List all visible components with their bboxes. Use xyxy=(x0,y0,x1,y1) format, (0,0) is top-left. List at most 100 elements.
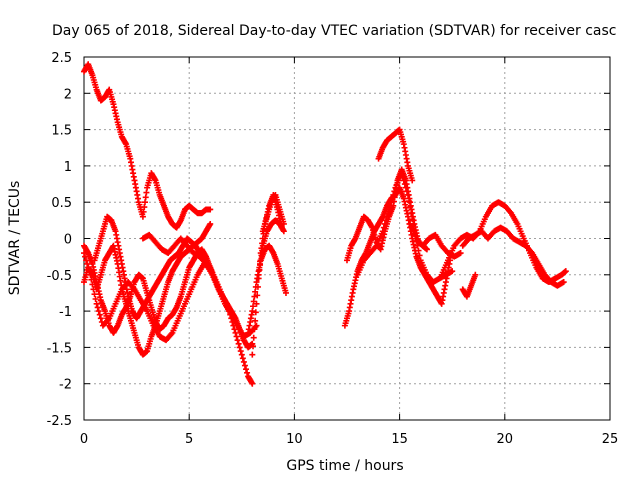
data-point xyxy=(251,326,258,333)
y-tick-label: -0.5 xyxy=(47,269,72,284)
data-point xyxy=(399,173,406,180)
y-tick-label: -2 xyxy=(59,378,72,393)
data-point xyxy=(231,326,238,333)
data-point xyxy=(252,317,259,324)
axis-ticks: 0 5 10 15 20 25 2.5 2 1.5 1 0.5 0 -0.5 -1 -1.5 -2 -2.5 xyxy=(47,51,619,447)
data-point xyxy=(415,247,422,254)
data-point xyxy=(385,210,392,217)
data-point xyxy=(253,322,260,329)
data-point xyxy=(379,228,386,235)
series-track-17 xyxy=(459,224,567,289)
data-point xyxy=(405,191,412,198)
data-point xyxy=(244,369,251,376)
series-track-6 xyxy=(139,231,260,340)
data-point xyxy=(254,292,261,299)
data-point xyxy=(93,300,100,307)
data-point xyxy=(237,348,244,355)
data-point xyxy=(472,271,479,278)
x-tick-label: 0 xyxy=(80,432,88,447)
data-point xyxy=(409,177,416,184)
data-point xyxy=(241,362,248,369)
data-point xyxy=(233,333,240,340)
data-point xyxy=(249,380,256,387)
data-point xyxy=(252,309,259,316)
series-track-3 xyxy=(81,250,256,387)
y-tick-label: -1 xyxy=(59,305,72,320)
y-tick-label: -2.5 xyxy=(47,414,72,429)
data-point xyxy=(389,195,396,202)
series-track-5 xyxy=(91,213,207,322)
y-tick-label: 1.5 xyxy=(51,124,72,139)
data-point xyxy=(282,289,289,296)
data-point xyxy=(380,224,387,231)
data-point xyxy=(95,308,102,315)
data-point xyxy=(97,315,104,322)
data-point xyxy=(86,268,93,275)
data-point xyxy=(280,228,287,235)
series-track-13 xyxy=(354,170,456,286)
data-point xyxy=(207,206,214,213)
data-point xyxy=(240,358,247,365)
data-point xyxy=(238,351,245,358)
series-track-1 xyxy=(81,61,214,231)
data-point xyxy=(236,344,243,351)
data-point xyxy=(383,213,390,220)
data-point xyxy=(243,366,250,373)
data-point xyxy=(388,199,395,206)
data-point xyxy=(239,355,246,362)
data-point xyxy=(96,311,103,318)
data-point xyxy=(407,204,414,211)
data-point xyxy=(207,220,214,227)
x-tick-label: 5 xyxy=(185,432,193,447)
data-point xyxy=(90,286,97,293)
data-point xyxy=(414,242,421,249)
data-point xyxy=(234,337,241,344)
data-points xyxy=(81,61,569,387)
x-axis-label: GPS time / hours xyxy=(286,458,403,474)
series-track-14 xyxy=(375,126,416,184)
data-point xyxy=(250,334,257,341)
data-point xyxy=(406,197,413,204)
x-tick-label: 20 xyxy=(497,432,514,447)
data-point xyxy=(84,260,91,267)
data-point xyxy=(391,188,398,195)
data-point xyxy=(386,206,393,213)
data-point xyxy=(390,191,397,198)
data-point xyxy=(249,351,256,358)
data-point xyxy=(232,329,239,336)
data-point xyxy=(457,250,464,257)
data-point xyxy=(416,252,423,259)
y-tick-label: 0.5 xyxy=(51,196,72,211)
data-point xyxy=(423,246,430,253)
y-axis-label: SDTVAR / TECUs xyxy=(7,181,23,296)
data-point xyxy=(382,217,389,224)
x-tick-label: 15 xyxy=(391,432,408,447)
data-point xyxy=(562,268,569,275)
chart-title: Day 065 of 2018, Sidereal Day-to-day VTE… xyxy=(52,23,616,39)
data-point xyxy=(92,296,99,302)
data-point xyxy=(387,202,394,209)
data-point xyxy=(402,184,409,191)
y-tick-label: 0 xyxy=(64,233,72,248)
data-point xyxy=(381,220,388,227)
y-tick-label: 2.5 xyxy=(51,51,72,66)
x-tick-label: 10 xyxy=(286,432,303,447)
y-tick-label: -1.5 xyxy=(47,341,72,356)
data-point xyxy=(449,268,456,275)
data-point xyxy=(401,181,408,188)
data-point xyxy=(254,283,261,290)
data-point xyxy=(280,220,287,227)
series-track-18 xyxy=(459,271,479,300)
data-point xyxy=(87,271,94,278)
data-point xyxy=(560,279,567,286)
y-tick-label: 2 xyxy=(64,87,72,102)
series-track-9 xyxy=(255,217,287,278)
data-point xyxy=(400,177,407,184)
data-point xyxy=(409,216,416,223)
data-point xyxy=(253,300,260,307)
y-tick-label: 1 xyxy=(64,160,72,175)
x-tick-label: 25 xyxy=(602,432,619,447)
data-point xyxy=(250,343,257,350)
